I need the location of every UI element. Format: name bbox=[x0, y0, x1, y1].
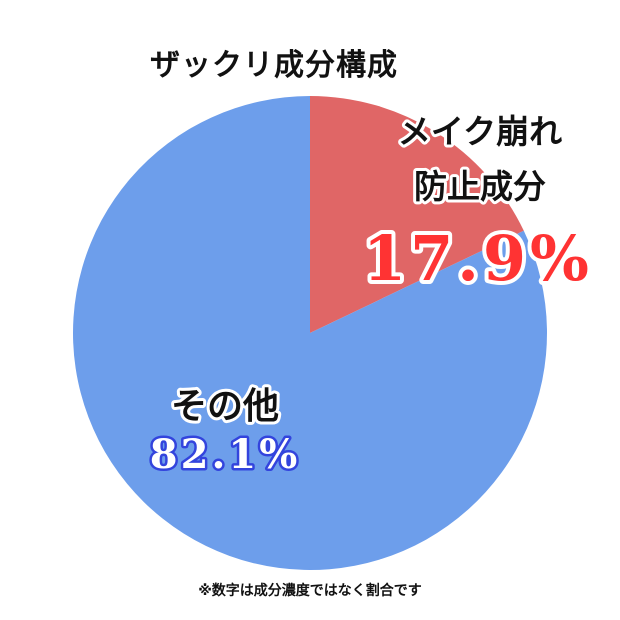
slice-value-0: 17.9% bbox=[363, 222, 593, 295]
slice-value-1: 82.1% bbox=[150, 431, 300, 478]
pie-slice-0 bbox=[310, 96, 524, 333]
footnote: ※数字は成分濃度ではなく割合です bbox=[198, 583, 422, 599]
slice-label-0-line-0: メイク崩れ bbox=[398, 112, 562, 151]
slice-label-1-line-0: その他 bbox=[171, 386, 279, 427]
slice-label-0-line-1: 防止成分 bbox=[414, 167, 546, 206]
chart-title: ザックリ成分構成 bbox=[150, 48, 398, 83]
pie-slice-1 bbox=[72, 96, 547, 570]
